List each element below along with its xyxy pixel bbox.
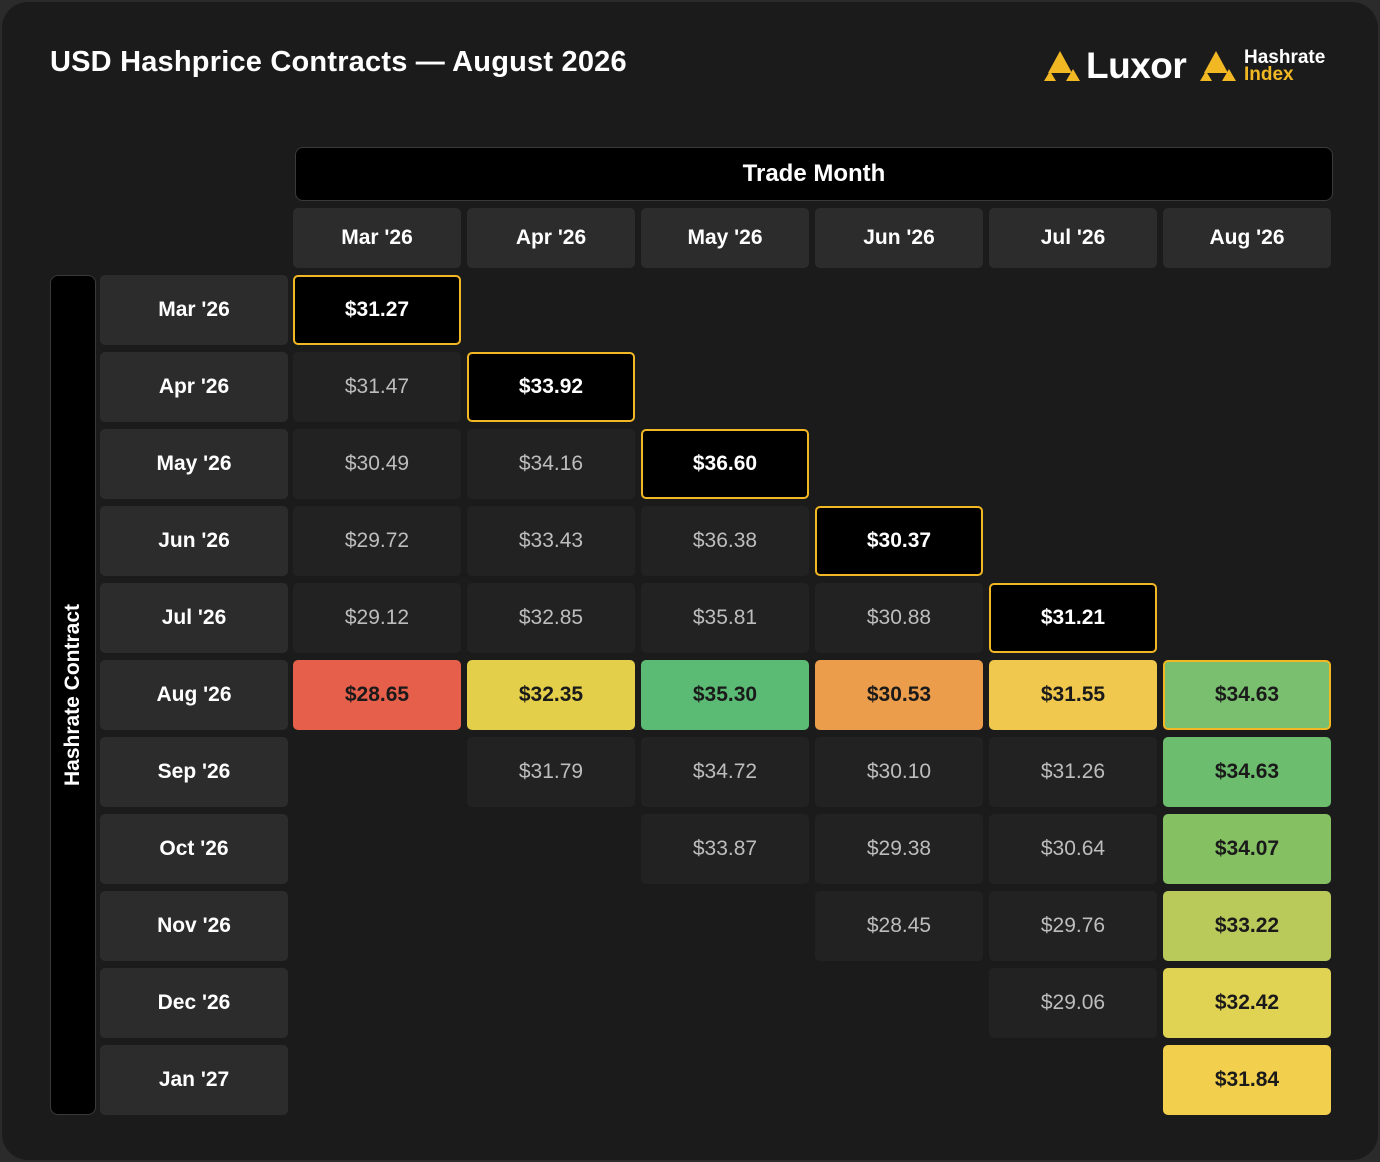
hashrate-index-line1: Hashrate <box>1244 47 1326 68</box>
price-cell: $31.26 <box>989 737 1157 807</box>
price-cell: $29.12 <box>293 583 461 653</box>
row-header: May '26 <box>100 429 288 499</box>
luxor-wordmark: Luxor <box>1086 45 1187 86</box>
price-cell: $30.53 <box>815 660 983 730</box>
page-title: USD Hashprice Contracts — August 2026 <box>50 46 627 78</box>
column-header: May '26 <box>641 208 809 268</box>
price-cell: $34.72 <box>641 737 809 807</box>
price-cell: $33.43 <box>467 506 635 576</box>
row-header: Jan '27 <box>100 1045 288 1115</box>
luxor-logo: Luxor <box>1044 45 1187 86</box>
row-header: Aug '26 <box>100 660 288 730</box>
row-header: Oct '26 <box>100 814 288 884</box>
column-header: Jul '26 <box>989 208 1157 268</box>
luxor-mark-icon <box>1044 51 1080 81</box>
price-cell: $33.87 <box>641 814 809 884</box>
price-cell: $32.42 <box>1163 968 1331 1038</box>
price-cell: $32.85 <box>467 583 635 653</box>
trade-month-header: Trade Month <box>295 147 1333 201</box>
price-cell: $29.72 <box>293 506 461 576</box>
row-header: Jul '26 <box>100 583 288 653</box>
price-cell: $31.27 <box>293 275 461 345</box>
price-cell: $30.10 <box>815 737 983 807</box>
price-cell: $32.35 <box>467 660 635 730</box>
row-header: Sep '26 <box>100 737 288 807</box>
price-cell: $36.38 <box>641 506 809 576</box>
price-cell: $34.63 <box>1163 737 1331 807</box>
price-cell: $35.30 <box>641 660 809 730</box>
column-header: Mar '26 <box>293 208 461 268</box>
hashrate-index-mark-icon <box>1200 51 1236 81</box>
price-cell: $30.64 <box>989 814 1157 884</box>
price-cell: $34.16 <box>467 429 635 499</box>
price-cell: $33.92 <box>467 352 635 422</box>
price-cell: $34.63 <box>1163 660 1331 730</box>
hashrate-index-line2: Index <box>1244 64 1294 85</box>
price-cell: $29.06 <box>989 968 1157 1038</box>
price-cell: $36.60 <box>641 429 809 499</box>
row-header: Mar '26 <box>100 275 288 345</box>
price-cell: $30.37 <box>815 506 983 576</box>
column-header: Apr '26 <box>467 208 635 268</box>
price-cell: $30.49 <box>293 429 461 499</box>
price-cell: $28.45 <box>815 891 983 961</box>
price-cell: $31.21 <box>989 583 1157 653</box>
row-header: Apr '26 <box>100 352 288 422</box>
row-header: Nov '26 <box>100 891 288 961</box>
row-header: Dec '26 <box>100 968 288 1038</box>
hashrate-contract-header: Hashrate Contract <box>50 275 96 1115</box>
price-cell: $30.88 <box>815 583 983 653</box>
column-header: Jun '26 <box>815 208 983 268</box>
hashrate-index-logo: Hashrate Index <box>1200 46 1325 86</box>
price-cell: $34.07 <box>1163 814 1331 884</box>
hashrate-contract-label: Hashrate Contract <box>61 603 84 787</box>
price-cell: $31.84 <box>1163 1045 1331 1115</box>
price-cell: $28.65 <box>293 660 461 730</box>
price-cell: $31.55 <box>989 660 1157 730</box>
price-cell: $29.76 <box>989 891 1157 961</box>
price-cell: $35.81 <box>641 583 809 653</box>
price-cell: $29.38 <box>815 814 983 884</box>
price-cell: $31.47 <box>293 352 461 422</box>
row-header: Jun '26 <box>100 506 288 576</box>
column-header: Aug '26 <box>1163 208 1331 268</box>
price-cell: $33.22 <box>1163 891 1331 961</box>
price-cell: $31.79 <box>467 737 635 807</box>
